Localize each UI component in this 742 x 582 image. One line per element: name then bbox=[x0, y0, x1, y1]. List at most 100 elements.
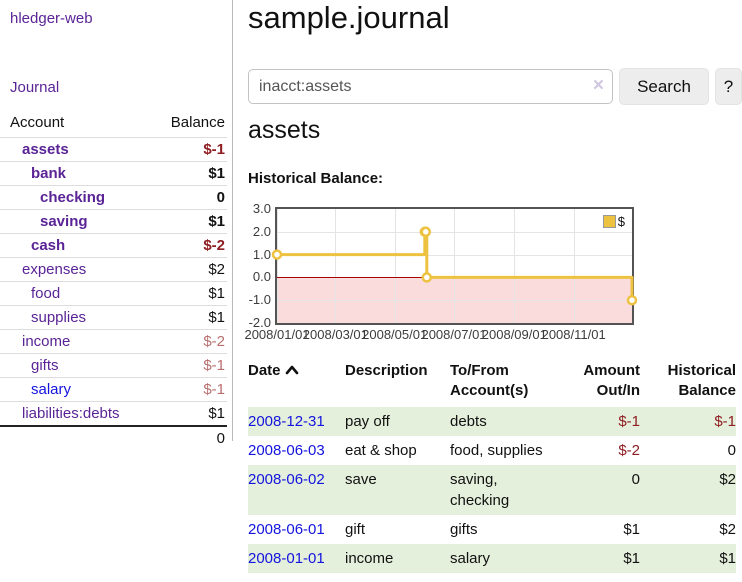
gridline bbox=[335, 209, 337, 323]
account-balance: $-1 bbox=[203, 381, 225, 398]
register-column-header[interactable]: Date bbox=[248, 357, 345, 407]
transaction-date-link[interactable]: 2008-06-03 bbox=[248, 441, 325, 459]
gridline bbox=[277, 231, 632, 233]
data-point-marker bbox=[421, 272, 433, 283]
register-column-header: Amount Out/In bbox=[575, 357, 640, 407]
search-bar: × Search ? bbox=[248, 68, 742, 106]
account-balance: 0 bbox=[216, 189, 225, 206]
account-balance: $2 bbox=[208, 261, 225, 278]
transaction-accounts: salary bbox=[450, 549, 491, 567]
account-link[interactable]: assets bbox=[22, 141, 69, 158]
account-balance: $-1 bbox=[203, 141, 225, 158]
column-header-label: Date bbox=[248, 362, 281, 379]
transaction-row: 2008-01-01 income salary $1 $1 bbox=[248, 543, 736, 573]
accounts-header-row: Account Balance bbox=[0, 110, 227, 138]
transaction-date-link[interactable]: 2008-12-31 bbox=[248, 412, 325, 430]
x-axis-tick-label: 2008/09/01 bbox=[481, 327, 547, 342]
x-axis-tick-label: 2008/05/01 bbox=[362, 327, 428, 342]
transaction-description: save bbox=[345, 470, 377, 488]
account-link[interactable]: bank bbox=[31, 165, 67, 182]
register-column-header: Description bbox=[345, 357, 450, 407]
transaction-description: eat & shop bbox=[345, 441, 417, 459]
account-balance: $-2 bbox=[203, 237, 225, 254]
transaction-accounts: gifts bbox=[450, 520, 478, 538]
account-link[interactable]: food bbox=[31, 285, 61, 302]
account-link[interactable]: cash bbox=[31, 237, 66, 254]
accounts-balance-table: Account Balance assets $-1 bank $1 checking 0… bbox=[0, 110, 227, 450]
clear-search-icon[interactable]: × bbox=[592, 75, 604, 96]
sidebar: hledger-web Journal Account Balance asse… bbox=[0, 0, 233, 447]
transaction-amount: $1 bbox=[623, 520, 640, 538]
transaction-accounts: debts bbox=[450, 412, 487, 430]
main-content: sample.journal × Search ? assets Histori… bbox=[244, 0, 742, 582]
column-header-label: To/From Account(s) bbox=[450, 362, 529, 399]
transaction-row: 2008-06-02 save saving, checking 0 $2 bbox=[248, 464, 736, 515]
transaction-amount: $1 bbox=[623, 549, 640, 567]
gridline bbox=[573, 209, 575, 323]
gridline bbox=[277, 300, 632, 302]
account-balance: $-1 bbox=[203, 357, 225, 374]
register-column-header: To/From Account(s) bbox=[450, 357, 575, 407]
search-input[interactable] bbox=[248, 69, 613, 104]
app-title-link[interactable]: hledger-web bbox=[10, 10, 93, 27]
y-axis-tick-label: 2.0 bbox=[252, 223, 271, 239]
transaction-accounts: food, supplies bbox=[450, 441, 543, 459]
y-axis-tick-label: 3.0 bbox=[252, 201, 271, 216]
account-balance: $1 bbox=[208, 213, 225, 230]
transaction-accounts: saving, checking bbox=[450, 470, 510, 509]
x-axis-tick-label: 2008/01/01 bbox=[244, 327, 310, 342]
account-row: salary $-1 bbox=[0, 377, 227, 402]
account-link[interactable]: salary bbox=[31, 381, 72, 398]
chart-plot-area[interactable]: $ bbox=[271, 207, 638, 325]
gridline bbox=[394, 209, 396, 323]
account-link[interactable]: liabilities:debts bbox=[22, 405, 120, 422]
transaction-description: gift bbox=[345, 520, 366, 538]
account-balance: $-2 bbox=[203, 333, 225, 350]
account-row: expenses $2 bbox=[0, 257, 227, 282]
account-row: supplies $1 bbox=[0, 305, 227, 330]
search-button[interactable]: Search bbox=[619, 68, 709, 105]
transaction-amount: $-2 bbox=[618, 441, 640, 459]
column-header-label: Amount Out/In bbox=[583, 362, 640, 399]
register-table: Date Description To/From Account(s) Amount … bbox=[248, 357, 736, 573]
chart-legend: $ bbox=[600, 213, 627, 230]
transaction-date-link[interactable]: 2008-01-01 bbox=[248, 549, 325, 567]
account-balance: $1 bbox=[208, 285, 225, 302]
y-axis-tick-label: -2.0 bbox=[248, 315, 271, 330]
account-balance: $1 bbox=[208, 309, 225, 326]
data-point-marker bbox=[271, 249, 283, 260]
transaction-date-link[interactable]: 2008-06-01 bbox=[248, 520, 325, 538]
account-column-header: Account bbox=[10, 114, 65, 131]
transaction-description: pay off bbox=[345, 412, 390, 430]
balance-column-header: Balance bbox=[170, 114, 225, 131]
account-link[interactable]: saving bbox=[40, 213, 88, 230]
transaction-amount: 0 bbox=[631, 470, 640, 488]
account-row: liabilities:debts $1 bbox=[0, 401, 227, 427]
account-row: cash $-2 bbox=[0, 233, 227, 258]
account-row: income $-2 bbox=[0, 329, 227, 354]
account-link[interactable]: checking bbox=[40, 189, 106, 206]
transaction-balance: $-1 bbox=[714, 412, 736, 430]
register-header-row: Date Description To/From Account(s) Amount … bbox=[248, 357, 736, 407]
accounts-total-row: 0 bbox=[0, 426, 227, 450]
transaction-row: 2008-06-03 eat & shop food, supplies $-2 0 bbox=[248, 436, 736, 465]
x-axis-tick-label: 2008/07/01 bbox=[421, 327, 487, 342]
account-row: gifts $-1 bbox=[0, 353, 227, 378]
data-point-marker bbox=[626, 294, 638, 306]
chart-title: Historical Balance: bbox=[248, 170, 384, 187]
page-title: sample.journal bbox=[248, 0, 450, 35]
gridline bbox=[277, 254, 632, 256]
account-link[interactable]: expenses bbox=[22, 261, 87, 278]
transaction-date-link[interactable]: 2008-06-02 bbox=[248, 470, 325, 488]
sidebar-item-journal[interactable]: Journal bbox=[10, 79, 60, 96]
account-row: bank $1 bbox=[0, 161, 227, 186]
transaction-balance: $2 bbox=[719, 520, 736, 538]
transaction-row: 2008-06-01 gift gifts $1 $2 bbox=[248, 515, 736, 544]
account-link[interactable]: income bbox=[22, 333, 71, 350]
account-link[interactable]: gifts bbox=[31, 357, 59, 374]
account-row: assets $-1 bbox=[0, 137, 227, 162]
account-row: checking 0 bbox=[0, 185, 227, 210]
help-button[interactable]: ? bbox=[715, 68, 742, 105]
gridline bbox=[514, 209, 516, 323]
account-link[interactable]: supplies bbox=[31, 309, 87, 326]
